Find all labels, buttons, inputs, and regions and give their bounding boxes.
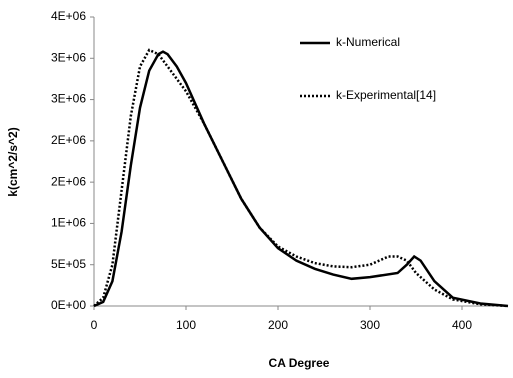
y-tick-label: 2E+06 bbox=[51, 133, 86, 147]
x-tick-label: 300 bbox=[360, 318, 380, 332]
y-tick-label: 3E+06 bbox=[51, 50, 86, 64]
y-tick-label: 0E+00 bbox=[51, 298, 86, 312]
x-tick-label: 0 bbox=[91, 318, 98, 332]
x-tick-label: 100 bbox=[176, 318, 196, 332]
y-tick-label: 3E+06 bbox=[51, 92, 86, 106]
y-axis-label: k(cm^2/s^2) bbox=[6, 127, 20, 196]
x-tick-label: 400 bbox=[452, 318, 472, 332]
series-line bbox=[93, 50, 509, 308]
legend-label: k-Numerical bbox=[336, 35, 400, 49]
y-tick-label: 2E+06 bbox=[51, 174, 86, 188]
y-tick-label: 4E+06 bbox=[51, 9, 86, 23]
y-tick-label: 5E+05 bbox=[51, 257, 86, 271]
legend-label: k-Experimental[14] bbox=[336, 88, 436, 102]
series-line bbox=[93, 48, 509, 308]
x-axis-label: CA Degree bbox=[269, 356, 330, 370]
x-tick-label: 200 bbox=[268, 318, 288, 332]
y-tick-label: 1E+06 bbox=[51, 216, 86, 230]
